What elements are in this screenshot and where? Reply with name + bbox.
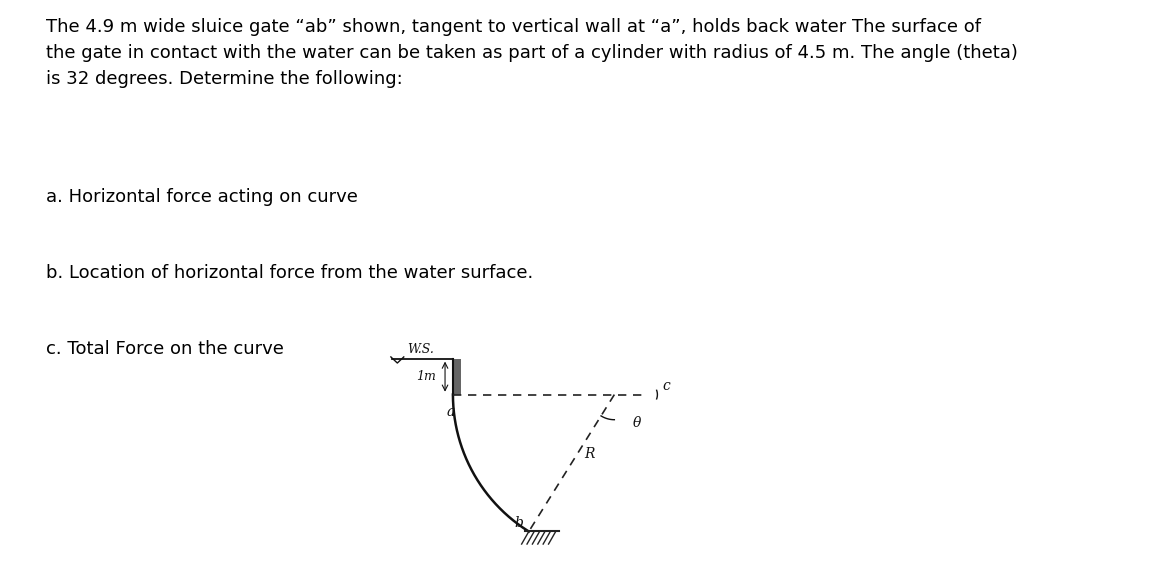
Text: 1m: 1m [416, 370, 436, 383]
Text: R: R [584, 447, 595, 461]
Text: a: a [447, 404, 455, 419]
Text: The 4.9 m wide sluice gate “ab” shown, tangent to vertical wall at “a”, holds ba: The 4.9 m wide sluice gate “ab” shown, t… [46, 18, 1018, 89]
Text: c: c [662, 379, 670, 393]
Text: c. Total Force on the curve: c. Total Force on the curve [46, 340, 283, 359]
Text: θ: θ [632, 416, 641, 430]
Text: a. Horizontal force acting on curve: a. Horizontal force acting on curve [46, 188, 358, 206]
Text: b: b [514, 516, 523, 529]
Text: b. Location of horizontal force from the water surface.: b. Location of horizontal force from the… [46, 264, 532, 282]
Text: W.S.: W.S. [407, 343, 434, 356]
Bar [453, 359, 461, 394]
